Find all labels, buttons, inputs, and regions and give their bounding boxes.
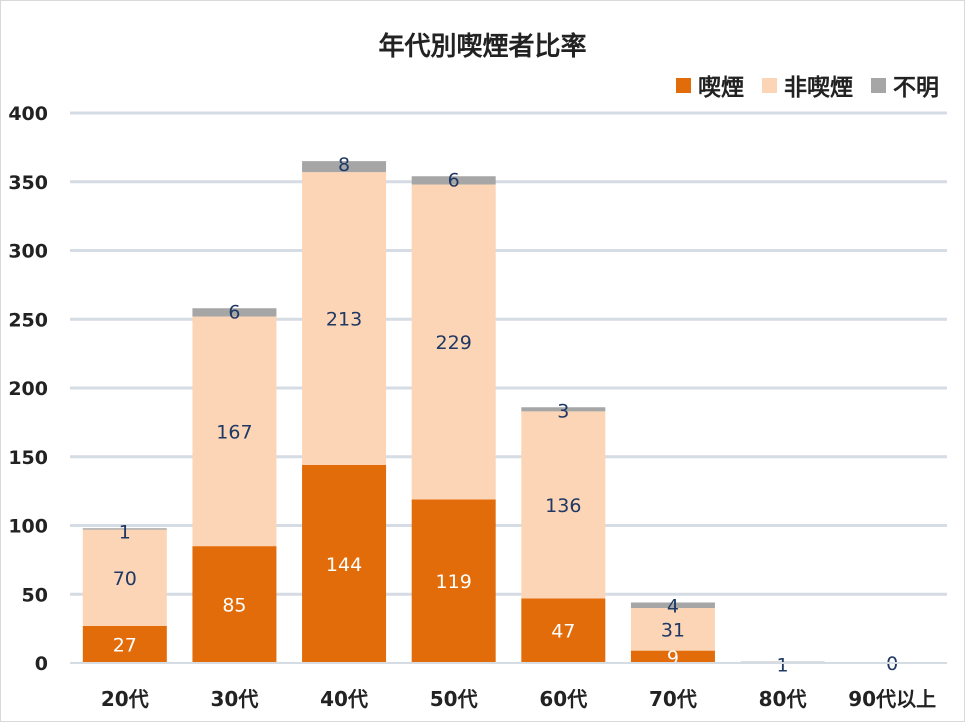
data-label-2-2: 8 — [338, 154, 350, 176]
x-tick-label-3: 50代 — [430, 687, 478, 711]
chart-title: 年代別喫煙者比率 — [378, 32, 587, 62]
data-label-1-3: 229 — [436, 332, 472, 354]
legend-swatch-unknown — [871, 77, 886, 93]
data-label-2-0: 1 — [119, 521, 131, 543]
legend-item-unknown: 不明 — [871, 68, 939, 102]
bar-1-5 — [630, 608, 715, 651]
legend-swatch-nonsmoker — [762, 77, 777, 93]
data-label-0-1: 85 — [222, 595, 246, 617]
y-tick-label-1: 50 — [22, 584, 48, 606]
data-label-2-4: 3 — [557, 400, 569, 422]
bar-0-5 — [630, 650, 715, 663]
legend: 喫煙 非喫煙 不明 — [676, 68, 939, 102]
x-tick-label-1: 30代 — [211, 687, 259, 711]
bar-1-1 — [192, 316, 277, 547]
data-label-2-5: 4 — [667, 596, 679, 618]
y-tick-label-7: 350 — [8, 172, 48, 194]
bar-1-3 — [411, 184, 496, 500]
bar-1-2 — [302, 172, 387, 465]
y-tick-label-6: 300 — [8, 241, 48, 263]
data-label-0-0: 27 — [113, 634, 137, 656]
bar-1-0 — [82, 529, 167, 626]
x-tick-label-2: 40代 — [320, 687, 368, 711]
data-label-1-1: 167 — [216, 421, 252, 443]
y-tick-label-8: 400 — [8, 103, 48, 125]
data-label-1-4: 136 — [545, 495, 581, 517]
data-label-0-4: 47 — [551, 621, 575, 643]
y-tick-label-3: 150 — [8, 447, 48, 469]
x-tick-label-7: 90代以上 — [848, 687, 936, 711]
data-label-2-6: 1 — [777, 655, 789, 677]
data-label-1-5: 31 — [661, 619, 685, 641]
y-tick-label-0: 0 — [35, 653, 48, 675]
bar-2-5 — [630, 602, 715, 608]
bar-0-1 — [192, 546, 277, 663]
legend-swatch-smoker — [676, 77, 691, 93]
bar-2-3 — [411, 176, 496, 185]
legend-label-nonsmoker: 非喫煙 — [784, 75, 853, 101]
legend-label-unknown: 不明 — [893, 75, 939, 101]
bar-0-4 — [521, 598, 606, 663]
data-label-0-2: 144 — [326, 554, 362, 576]
bar-0-3 — [411, 499, 496, 663]
y-tick-label-5: 250 — [8, 309, 48, 331]
x-tick-label-6: 80代 — [759, 687, 807, 711]
bar-2-4 — [521, 407, 606, 412]
y-tick-label-4: 200 — [8, 378, 48, 400]
bar-1-4 — [521, 411, 606, 599]
data-label-2-1: 6 — [228, 301, 240, 323]
data-label-1-2: 213 — [326, 309, 362, 331]
bar-0-2 — [302, 465, 387, 663]
y-tick-label-2: 100 — [8, 516, 48, 538]
x-tick-label-4: 60代 — [539, 687, 587, 711]
x-tick-label-5: 70代 — [649, 687, 697, 711]
bar-2-1 — [192, 308, 277, 317]
bar-2-0 — [82, 528, 167, 530]
bar-0-0 — [82, 625, 167, 663]
legend-item-smoker: 喫煙 — [676, 68, 744, 102]
legend-item-nonsmoker: 非喫煙 — [762, 68, 853, 102]
data-label-2-3: 6 — [448, 169, 460, 191]
x-tick-label-0: 20代 — [101, 687, 149, 711]
data-label-0-3: 119 — [436, 571, 472, 593]
bar-2-2 — [302, 161, 387, 173]
legend-label-smoker: 喫煙 — [698, 75, 744, 101]
data-label-1-0: 70 — [113, 568, 137, 590]
